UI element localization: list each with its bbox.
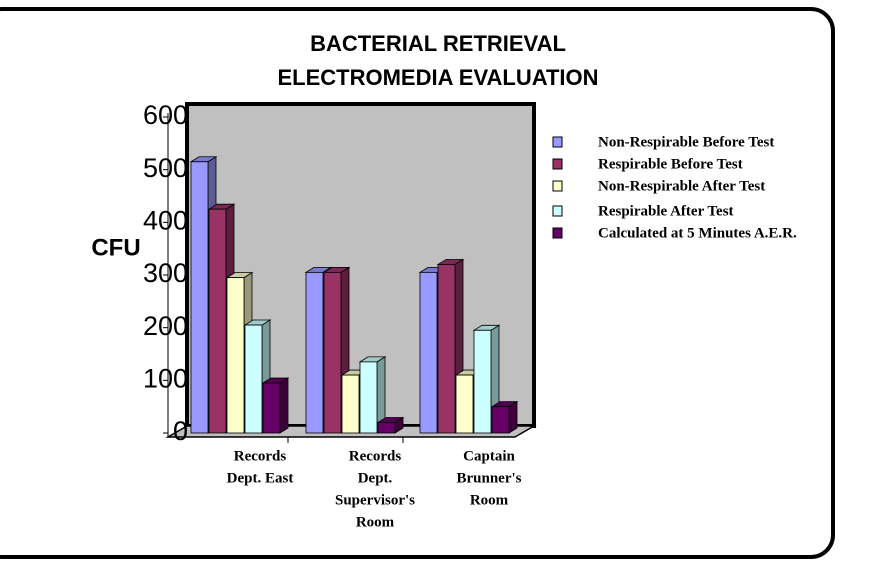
y-tick-label: 200 xyxy=(143,311,188,341)
bar xyxy=(226,277,245,434)
x-tick-label: Supervisor's xyxy=(335,492,415,508)
x-tick-label: Room xyxy=(470,492,509,508)
legend-label: Non-Respirable After Test xyxy=(598,178,765,194)
bar xyxy=(323,271,342,434)
bar xyxy=(437,264,456,434)
y-tick-label: 100 xyxy=(143,363,188,393)
bar xyxy=(208,208,227,434)
x-tick-label: Dept. East xyxy=(227,470,294,486)
legend-swatch xyxy=(552,180,563,192)
x-tick-label: Room xyxy=(356,514,395,530)
bar xyxy=(341,374,360,434)
x-tick-label: Records xyxy=(234,448,287,464)
legend-swatch xyxy=(552,205,563,217)
bar xyxy=(244,324,263,434)
chart-title: ELECTROMEDIA EVALUATION xyxy=(277,65,598,90)
bar-side xyxy=(279,377,289,434)
bar xyxy=(359,361,378,434)
bar xyxy=(262,382,281,434)
legend-label: Respirable Before Test xyxy=(598,156,743,172)
y-axis-label: CFU xyxy=(91,234,140,261)
chart-title: BACTERIAL RETRIEVAL xyxy=(310,31,566,56)
bar xyxy=(455,374,474,434)
legend-swatch xyxy=(552,136,563,148)
x-tick-label: Records xyxy=(349,448,402,464)
y-tick-label: 400 xyxy=(143,205,188,235)
y-tick-label: 500 xyxy=(143,153,188,183)
x-tick-label: Captain xyxy=(463,448,515,464)
legend-label: Non-Respirable Before Test xyxy=(598,134,774,150)
legend-label: Respirable After Test xyxy=(598,203,734,219)
y-tick-label: 0 xyxy=(173,416,188,446)
bar xyxy=(491,406,510,434)
bar xyxy=(377,422,396,434)
bar xyxy=(419,271,438,434)
legend-label: Calculated at 5 Minutes A.E.R. xyxy=(598,225,797,241)
bar xyxy=(190,161,209,434)
bar xyxy=(305,271,324,434)
bar xyxy=(473,329,492,434)
legend-swatch xyxy=(552,227,563,239)
x-tick-label: Brunner's xyxy=(456,470,521,486)
y-tick-label: 600 xyxy=(143,100,188,130)
y-tick-label: 300 xyxy=(143,258,188,288)
legend-swatch xyxy=(552,158,563,170)
x-tick-label: Dept. xyxy=(358,470,393,486)
